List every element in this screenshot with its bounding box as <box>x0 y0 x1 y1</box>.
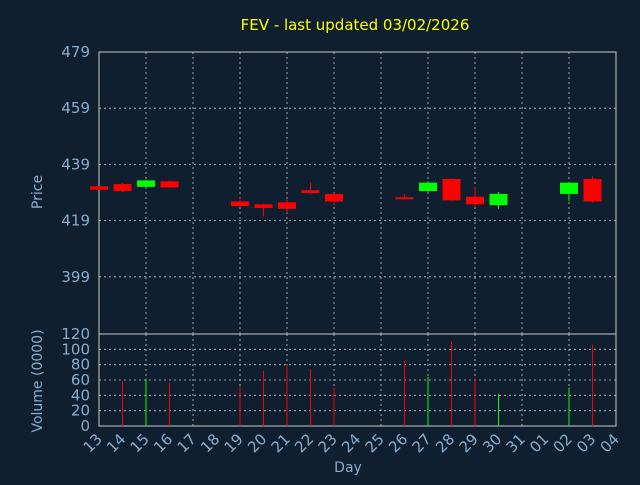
x-tick-label: 16 <box>150 430 176 456</box>
candle-body <box>301 190 320 194</box>
price-axis-label: Price <box>30 175 46 209</box>
candle-body <box>466 196 484 205</box>
candle-body <box>160 181 179 188</box>
x-tick-label: 24 <box>338 430 364 456</box>
volume-tick-label: 0 <box>80 417 90 435</box>
volume-tick-label: 40 <box>71 386 90 404</box>
x-tick-label: 26 <box>385 430 411 456</box>
price-tick-label: 439 <box>61 155 90 173</box>
candle-body <box>583 179 602 202</box>
volume-tick-label: 100 <box>61 340 90 358</box>
x-tick-labels: 1314151617181920212223242526272829303101… <box>80 430 623 456</box>
x-tick-label: 15 <box>127 430 153 456</box>
candle-body <box>560 182 578 194</box>
x-tick-label: 02 <box>550 430 576 456</box>
volume-tick-label: 60 <box>71 371 90 389</box>
candle-body <box>489 193 508 206</box>
candle-body <box>442 179 461 201</box>
candle-body <box>278 202 296 209</box>
volume-tick-label: 20 <box>71 402 90 420</box>
x-tick-label: 03 <box>573 430 599 456</box>
price-panel: 479 459 439 419 399 <box>61 43 617 335</box>
volume-tick-label: 80 <box>71 356 90 374</box>
x-tick-label: 18 <box>197 430 223 456</box>
price-tick-label: 399 <box>61 268 90 286</box>
x-tick-label: 29 <box>456 430 482 456</box>
x-tick-label: 22 <box>291 430 317 456</box>
x-tick-label: 31 <box>503 430 529 456</box>
x-tick-label: 19 <box>221 430 247 456</box>
volume-axis-label: Volume (0000) <box>30 329 46 432</box>
x-tick-label: 14 <box>103 430 129 456</box>
x-tick-label: 30 <box>479 430 505 456</box>
candle-body <box>113 184 132 192</box>
x-tick-label: 17 <box>174 430 200 456</box>
x-tick-label: 25 <box>362 430 388 456</box>
price-tick-label: 419 <box>61 212 90 230</box>
candle-body <box>137 180 155 187</box>
price-frame <box>98 51 617 335</box>
x-tick-label: 04 <box>597 430 623 456</box>
x-axis-label: Day <box>334 460 362 476</box>
x-tick-label: 23 <box>315 430 341 456</box>
candle-body <box>254 204 273 208</box>
candle-body <box>325 193 343 202</box>
x-tick-label: 21 <box>268 430 294 456</box>
candle-body <box>90 186 108 190</box>
volume-frame <box>98 333 617 427</box>
candle-body <box>419 182 437 192</box>
candle-body <box>395 197 414 200</box>
x-tick-label: 01 <box>526 430 552 456</box>
volume-tick-label: 120 <box>61 325 90 343</box>
x-tick-label: 28 <box>432 430 458 456</box>
x-tick-label: 27 <box>409 430 435 456</box>
chart-title: FEV - last updated 03/02/2026 <box>241 16 470 34</box>
x-tick-label: 20 <box>244 430 270 456</box>
price-tick-label: 459 <box>61 99 90 117</box>
candle-body <box>231 201 249 206</box>
price-tick-label: 479 <box>61 43 90 61</box>
